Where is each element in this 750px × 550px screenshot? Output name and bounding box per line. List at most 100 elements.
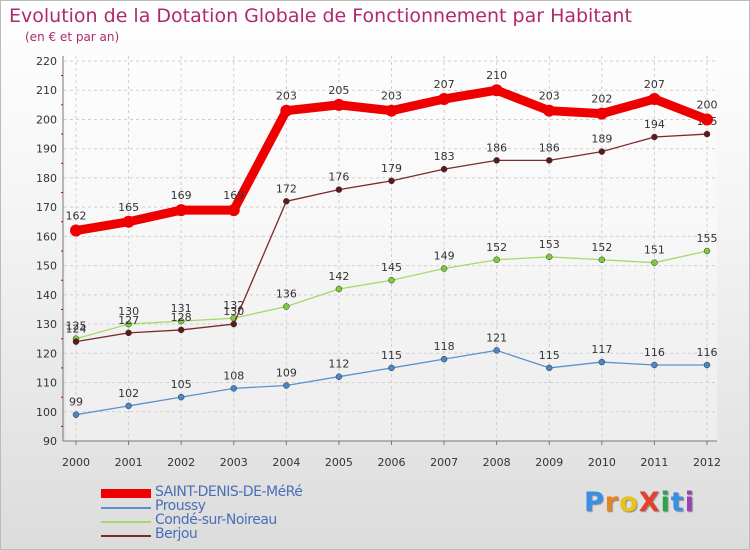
data-point [177, 317, 185, 325]
data-label: 153 [539, 238, 560, 251]
data-point [175, 204, 188, 217]
data-point [493, 157, 500, 164]
data-label: 151 [644, 244, 665, 257]
data-point [388, 177, 395, 185]
data-label: 102 [118, 387, 139, 400]
x-tick-label: 2010 [588, 456, 616, 469]
data-point [177, 326, 185, 334]
y-tick-label: 130 [36, 318, 57, 331]
data-label: 207 [644, 78, 665, 91]
logo-letter: i [684, 487, 695, 518]
data-point [701, 113, 713, 126]
data-label: 131 [171, 302, 192, 315]
y-tick-label: 150 [36, 260, 57, 273]
data-point [703, 361, 711, 369]
data-point [546, 253, 553, 261]
data-label: 121 [486, 331, 507, 344]
y-tick-label: 180 [36, 172, 57, 185]
data-label: 115 [539, 349, 560, 362]
data-label: 118 [434, 340, 455, 353]
x-tick-label: 2008 [483, 456, 511, 469]
data-label: 105 [171, 378, 192, 391]
data-point [546, 157, 553, 164]
y-tick-label: 200 [36, 113, 57, 126]
data-label: 165 [118, 201, 139, 214]
data-label: 207 [434, 78, 455, 91]
data-point [543, 104, 556, 117]
data-point [125, 320, 132, 328]
data-point [440, 165, 448, 173]
data-label: 116 [644, 346, 665, 359]
data-label: 142 [328, 270, 349, 283]
data-label: 152 [591, 241, 612, 254]
logo-letter: i [660, 487, 671, 518]
data-label: 145 [381, 261, 402, 274]
data-point [283, 198, 290, 205]
y-tick-label: 190 [36, 143, 57, 156]
legend-label-berjou: Berjou [155, 526, 198, 542]
data-point [280, 104, 293, 117]
data-label: 155 [697, 232, 718, 245]
data-label: 162 [66, 210, 87, 223]
data-point [651, 259, 658, 266]
data-point [440, 355, 448, 363]
data-label: 127 [118, 314, 139, 327]
data-label: 205 [328, 84, 349, 97]
data-label: 183 [434, 150, 455, 163]
data-point [385, 104, 398, 117]
data-label: 149 [434, 250, 455, 263]
data-label: 115 [381, 349, 402, 362]
x-tick-label: 2002 [167, 456, 195, 469]
data-point [332, 98, 345, 111]
logo-letter: t [670, 487, 685, 518]
proxiti-logo: ProXiti [584, 487, 695, 518]
legend-label-conde: Condé-sur-Noireau [155, 512, 277, 528]
data-point [493, 256, 500, 264]
data-label: 179 [381, 162, 402, 175]
data-label: 99 [69, 396, 83, 409]
data-label: 117 [591, 343, 612, 356]
data-point [230, 385, 237, 392]
legend-label-proussy: Proussy [155, 498, 206, 514]
data-point [335, 285, 343, 293]
logo-letter: r [604, 487, 620, 518]
data-label: 132 [223, 299, 244, 312]
y-tick-label: 110 [36, 377, 57, 390]
y-tick-label: 160 [36, 230, 57, 243]
data-label: 194 [644, 118, 665, 131]
data-point [651, 133, 658, 141]
logo-letter: X [638, 487, 661, 518]
data-point [283, 303, 290, 310]
data-label: 210 [486, 69, 507, 82]
data-point [177, 393, 185, 401]
data-point [230, 320, 237, 328]
data-label: 189 [591, 133, 612, 146]
data-point [125, 402, 132, 410]
y-tick-label: 210 [36, 84, 57, 97]
y-tick-label: 220 [36, 55, 57, 68]
x-tick-label: 2012 [693, 456, 721, 469]
data-point [72, 411, 80, 418]
legend-swatch-proussy [101, 507, 151, 509]
x-tick-label: 2000 [62, 456, 90, 469]
data-label: 128 [171, 311, 192, 324]
chart-subtitle: (en € et par an) [25, 30, 120, 44]
legend-swatch-saint-denis [101, 489, 151, 498]
data-point [125, 329, 132, 337]
y-tick-label: 140 [36, 289, 57, 302]
legend-label-saint-denis: SAINT-DENIS-DE-MéRé [155, 484, 303, 500]
x-tick-label: 2001 [115, 456, 143, 469]
x-tick-label: 2005 [325, 456, 353, 469]
data-label: 109 [276, 366, 297, 379]
logo-letter: o [619, 487, 639, 518]
data-point [703, 247, 711, 255]
data-point [438, 93, 451, 105]
data-point [283, 382, 290, 389]
data-label: 112 [328, 358, 349, 371]
data-label: 203 [276, 90, 297, 103]
x-tick-label: 2003 [220, 456, 248, 469]
x-tick-label: 2007 [430, 456, 458, 469]
data-label: 203 [539, 90, 560, 103]
